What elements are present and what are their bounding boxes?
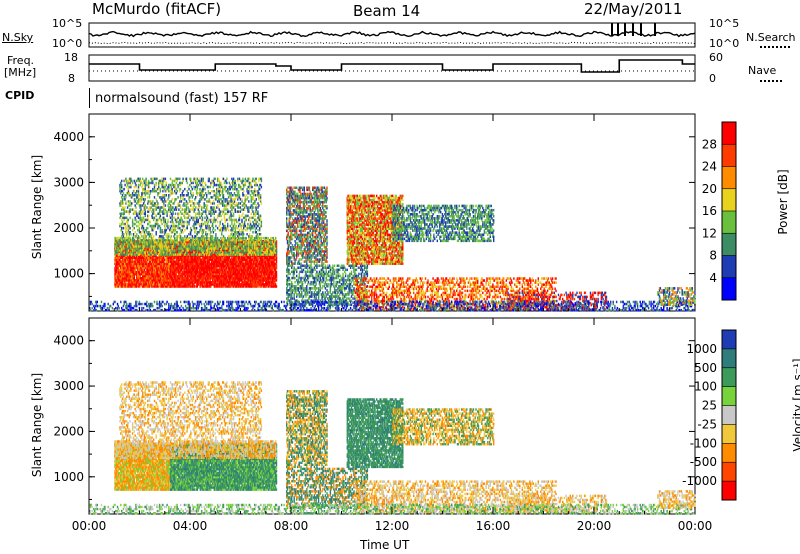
echo-cell <box>204 253 205 256</box>
echo-cell <box>122 251 123 254</box>
echo-cell <box>168 239 169 242</box>
echo-cell <box>246 237 247 240</box>
echo-cell <box>152 251 153 254</box>
echo-cell <box>175 253 176 256</box>
echo-cell <box>276 271 277 274</box>
echo-cell <box>239 253 240 256</box>
echo-cell <box>146 239 147 242</box>
echo-cell <box>194 253 195 256</box>
echo-cell <box>236 245 237 248</box>
echo-cell <box>139 253 140 256</box>
echo-cell <box>176 249 177 252</box>
echo-cell <box>149 239 150 242</box>
echo-cell <box>145 249 146 252</box>
echo-cell <box>225 239 226 242</box>
echo-cell <box>243 241 244 244</box>
echo-cell <box>194 285 195 288</box>
echo-cell <box>177 241 178 244</box>
echo-cell <box>276 285 277 288</box>
echo-cell <box>168 243 169 246</box>
echo-cell <box>258 243 259 246</box>
echo-cell <box>174 249 175 252</box>
echo-cell <box>199 253 200 256</box>
echo-cell <box>188 253 189 256</box>
echo-cell <box>134 239 135 242</box>
echo-cell <box>164 259 165 262</box>
echo-cell <box>115 237 116 240</box>
echo-cell <box>140 245 141 248</box>
echo-cell <box>133 245 134 248</box>
echo-cell <box>215 243 216 246</box>
echo-cell <box>124 247 125 250</box>
echo-cell <box>222 251 223 254</box>
